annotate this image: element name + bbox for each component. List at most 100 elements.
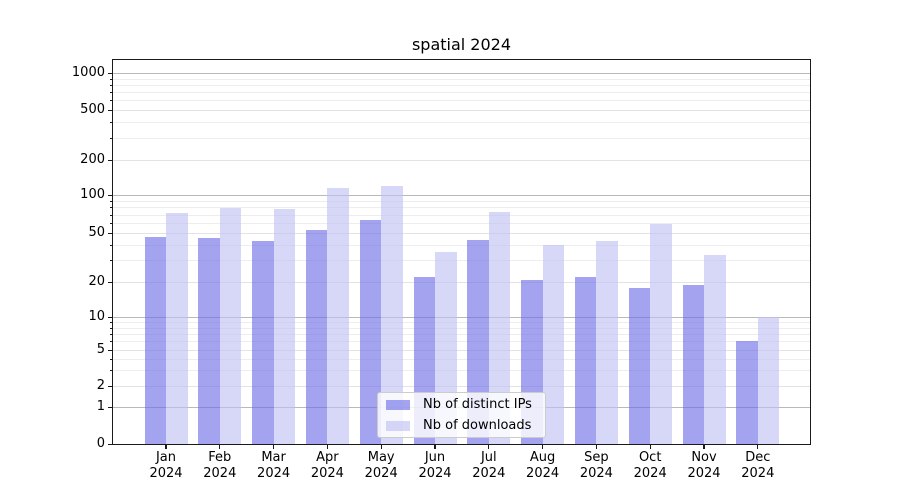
x-tick-label: Jan 2024 (149, 450, 183, 481)
plot-area: Nb of distinct IPs Nb of downloads (112, 59, 811, 445)
bar-distinct-ips (359, 220, 382, 444)
y-gridline-minor (113, 358, 810, 360)
y-gridline-minor (113, 122, 810, 124)
x-tick (326, 445, 329, 449)
y-gridline-minor (113, 341, 810, 343)
y-tick-minor (109, 333, 112, 335)
x-tick-label: Oct 2024 (633, 450, 667, 481)
bar-distinct-ips (144, 237, 166, 444)
y-gridline-minor (113, 244, 810, 246)
x-tick (595, 445, 598, 449)
y-tick-label: 0 (96, 436, 105, 451)
y-tick-minor (109, 85, 112, 87)
bar-distinct-ips (682, 284, 704, 444)
y-tick (108, 110, 112, 111)
x-tick (272, 445, 275, 449)
x-tick-label: Apr 2024 (310, 450, 344, 481)
x-tick-label: May 2024 (364, 450, 398, 481)
y-gridline (113, 282, 810, 284)
x-tick (219, 445, 221, 449)
bar-downloads (757, 316, 780, 444)
bar-distinct-ips (574, 277, 597, 444)
y-tick-minor (109, 244, 112, 246)
x-tick-label: Sep 2024 (579, 450, 613, 481)
y-gridline-minor (113, 327, 810, 329)
x-tick (757, 445, 759, 449)
y-tick-label: 200 (80, 152, 105, 168)
y-tick-label: 100 (80, 187, 105, 203)
y-tick-label: 10 (88, 308, 105, 324)
y-gridline-minor (113, 370, 810, 372)
y-tick-minor (109, 207, 112, 209)
y-tick-minor (109, 138, 112, 140)
y-tick-minor (109, 341, 112, 343)
y-gridline (113, 195, 810, 197)
y-tick (108, 350, 112, 352)
y-gridline-minor (113, 78, 810, 80)
y-gridline-minor (113, 321, 810, 323)
y-tick (108, 195, 112, 197)
y-gridline-minor (113, 260, 810, 262)
y-gridline (113, 386, 810, 387)
y-tick (108, 232, 112, 234)
y-tick-minor (109, 327, 112, 329)
y-gridline-minor (113, 222, 810, 224)
y-tick-label: 20 (88, 274, 105, 290)
y-tick-label: 5 (96, 342, 105, 358)
bar-downloads (704, 255, 726, 444)
x-tick-label: Feb 2024 (203, 450, 237, 481)
y-tick-minor (109, 214, 112, 216)
y-gridline (113, 316, 810, 318)
bar-downloads (596, 240, 618, 444)
y-tick (108, 316, 112, 318)
bar-downloads (650, 223, 672, 444)
bar-distinct-ips (628, 287, 651, 444)
y-gridline-minor (113, 92, 810, 94)
x-tick (165, 445, 167, 449)
y-gridline (113, 160, 810, 162)
y-tick-minor (109, 200, 112, 202)
y-tick-minor (109, 92, 112, 94)
x-tick (434, 445, 436, 449)
x-tick (541, 445, 544, 449)
legend-item-distinct-ips: Nb of distinct IPs (386, 397, 545, 412)
y-gridline-minor (113, 207, 810, 209)
x-tick-label: Dec 2024 (741, 450, 775, 481)
x-tick (380, 445, 382, 449)
y-tick-label: 2 (96, 378, 105, 393)
bar-downloads (488, 211, 511, 444)
y-tick-minor (109, 122, 112, 124)
y-tick-minor (109, 78, 112, 80)
y-tick-label: 1 (96, 399, 105, 415)
y-tick-label: 1000 (71, 65, 105, 81)
legend: Nb of distinct IPs Nb of downloads (377, 392, 546, 438)
y-tick-label: 500 (80, 102, 105, 117)
y-gridline-minor (113, 100, 810, 102)
y-tick (108, 160, 112, 162)
x-tick-label: Mar 2024 (257, 450, 291, 481)
bar-downloads (327, 188, 349, 444)
y-tick-minor (109, 370, 112, 372)
y-gridline-minor (113, 138, 810, 140)
y-tick (108, 386, 112, 387)
y-gridline (113, 110, 810, 111)
y-tick (108, 73, 112, 75)
bar-downloads (542, 244, 565, 444)
y-tick (108, 282, 112, 284)
y-gridline (113, 232, 810, 234)
y-gridline (113, 73, 810, 75)
bar-distinct-ips (252, 240, 274, 444)
y-tick-minor (109, 222, 112, 224)
x-tick-label: Aug 2024 (526, 450, 560, 481)
bar-downloads (381, 186, 403, 444)
y-gridline (113, 350, 810, 352)
y-tick-minor (109, 358, 112, 360)
x-tick-label: Jun 2024 (418, 450, 452, 481)
y-gridline-minor (113, 200, 810, 202)
y-tick (108, 407, 112, 409)
x-tick-label: Jul 2024 (472, 450, 506, 481)
y-tick-label: 50 (88, 224, 105, 240)
bar-distinct-ips (305, 229, 328, 444)
legend-swatch-downloads (386, 420, 410, 431)
